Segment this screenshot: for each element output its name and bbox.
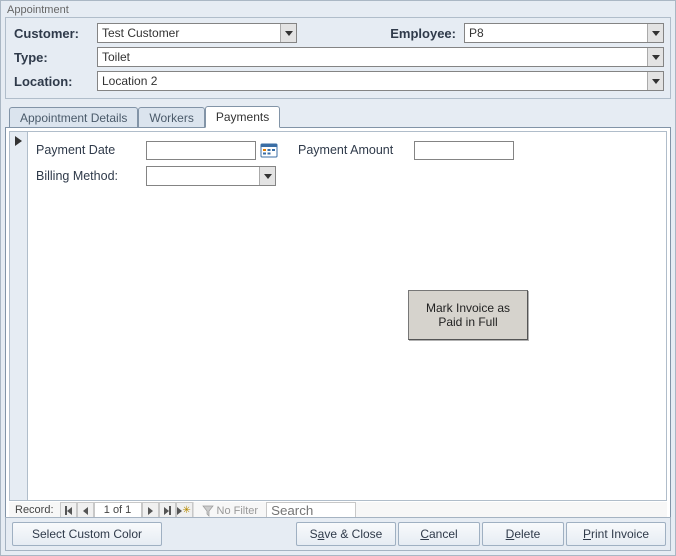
payment-amount-input[interactable]	[414, 141, 514, 160]
chevron-down-icon[interactable]	[280, 24, 296, 42]
employee-combo[interactable]: P8	[464, 23, 664, 43]
billing-method-label: Billing Method:	[36, 169, 146, 183]
chevron-down-icon[interactable]	[647, 72, 663, 90]
employee-label: Employee:	[344, 26, 464, 41]
customer-label: Customer:	[12, 26, 97, 41]
current-record-icon	[15, 136, 22, 146]
tab-payments[interactable]: Payments	[205, 106, 280, 128]
bottom-bar: Select Custom Color Save & Close Cancel …	[5, 517, 671, 551]
chevron-down-icon[interactable]	[647, 48, 663, 66]
customer-value: Test Customer	[98, 24, 280, 42]
save-and-close-button[interactable]: Save & Close	[296, 522, 396, 546]
tab-workers[interactable]: Workers	[138, 107, 204, 128]
billing-method-value	[147, 167, 259, 185]
delete-button[interactable]: Delete	[482, 522, 564, 546]
payments-subform: Payment Date Payment Amoun	[9, 131, 667, 501]
header-form: Customer: Test Customer Employee: P8 Typ…	[5, 17, 671, 99]
payment-date-label: Payment Date	[36, 143, 146, 157]
select-custom-color-button[interactable]: Select Custom Color	[12, 522, 162, 546]
window-title: Appointment	[1, 1, 675, 17]
type-label: Type:	[12, 50, 97, 65]
tab-strip: Appointment Details Workers Payments	[5, 103, 671, 127]
location-combo[interactable]: Location 2	[97, 71, 664, 91]
customer-combo[interactable]: Test Customer	[97, 23, 297, 43]
appointment-window: Appointment Customer: Test Customer Empl…	[0, 0, 676, 556]
payment-amount-label: Payment Amount	[298, 143, 414, 157]
print-invoice-button[interactable]: Print Invoice	[566, 522, 666, 546]
location-value: Location 2	[98, 72, 647, 90]
chevron-down-icon[interactable]	[259, 167, 275, 185]
calendar-icon[interactable]	[259, 141, 278, 160]
type-combo[interactable]: Toilet	[97, 47, 664, 67]
billing-method-combo[interactable]	[146, 166, 276, 186]
location-label: Location:	[12, 74, 97, 89]
payment-date-input[interactable]	[146, 141, 256, 160]
tab-body: Payment Date Payment Amoun	[5, 127, 671, 522]
filter-icon	[202, 505, 214, 517]
employee-value: P8	[465, 24, 647, 42]
tab-appointment-details[interactable]: Appointment Details	[9, 107, 138, 128]
type-value: Toilet	[98, 48, 647, 66]
record-selector[interactable]	[10, 132, 28, 500]
cancel-button[interactable]: Cancel	[398, 522, 480, 546]
mark-paid-button[interactable]: Mark Invoice as Paid in Full	[408, 290, 528, 340]
chevron-down-icon[interactable]	[647, 24, 663, 42]
